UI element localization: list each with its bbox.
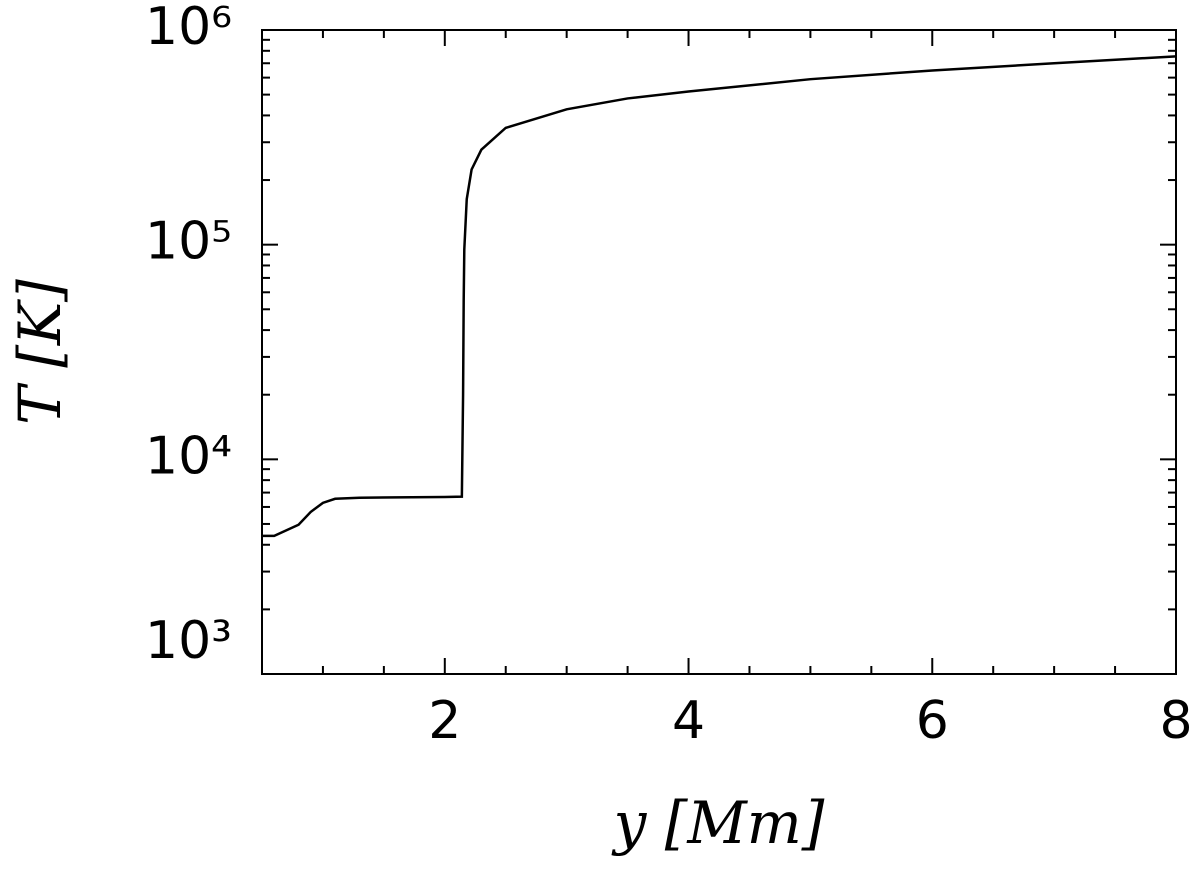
x-tick-label: 4 (672, 691, 705, 751)
y-tick-label: 10³ (145, 611, 232, 671)
y-tick-label: 10⁶ (145, 0, 232, 57)
x-axis-label: y [Mm] (611, 789, 825, 857)
plot-frame (261, 29, 1177, 675)
y-tick-label: 10⁴ (145, 426, 232, 486)
y-axis-label: T [K] (6, 279, 74, 425)
data-line (262, 55, 1177, 538)
y-tick-label: 10⁵ (145, 212, 232, 272)
x-tick-label: 8 (1159, 691, 1192, 751)
x-tick-label: 6 (916, 691, 949, 751)
x-tick-label: 2 (428, 691, 461, 751)
